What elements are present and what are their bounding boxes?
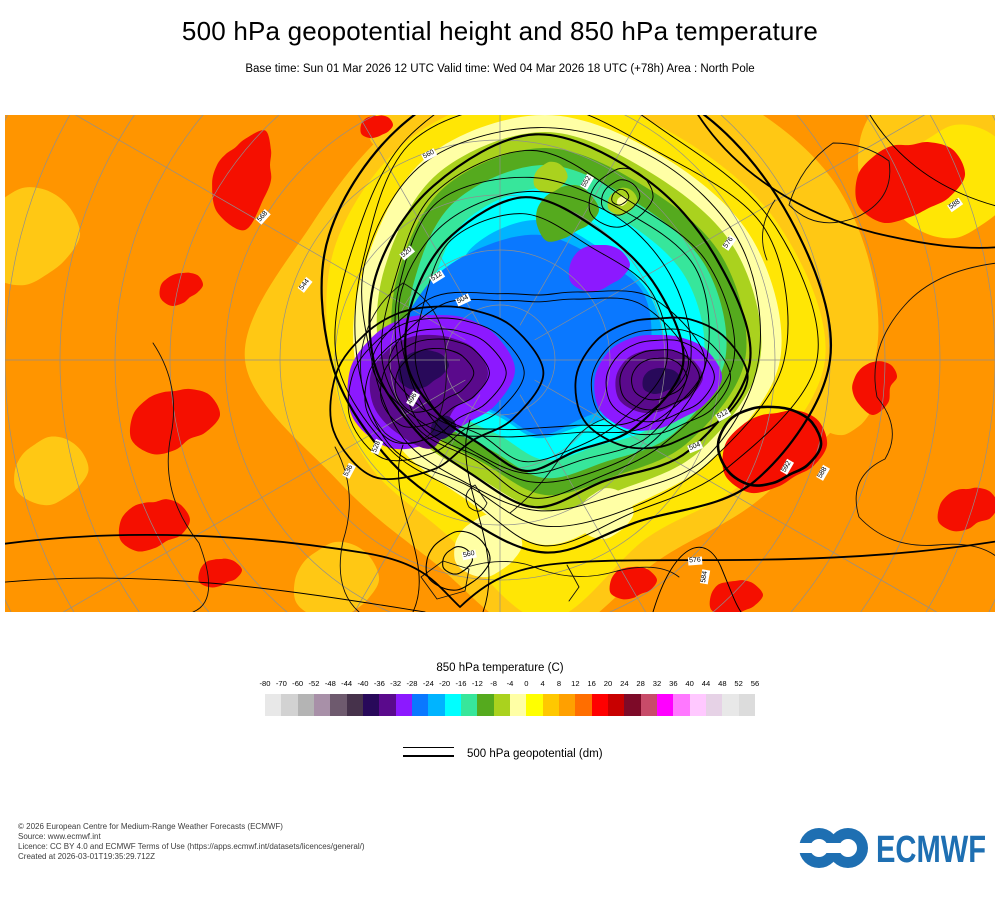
legend-color-cell	[673, 694, 690, 716]
legend-tick-label: 4	[540, 679, 545, 688]
legend-tick-label: -70	[275, 679, 287, 688]
legend-tick-label: 44	[701, 679, 711, 688]
legend-color-cell	[575, 694, 592, 716]
legend-tick-label: 40	[685, 679, 694, 688]
legend-tick-label: 32	[652, 679, 662, 688]
weather-map	[5, 115, 995, 612]
temperature-legend-ticks: -80 -70 -60 -52 -48 -44 -40 -36 -32 -28 -24 -20 -16-…	[260, 679, 760, 689]
legend-color-cell	[411, 694, 429, 716]
legend-tick-label: 0	[524, 679, 529, 688]
footer-source: Source: www.ecmwf.int	[18, 832, 101, 841]
legend-tick-label: 8	[556, 679, 562, 688]
page-title: 500 hPa geopotential height and 850 hPa …	[181, 16, 819, 46]
footer-created-at: Created at 2026-03-01T19:35:29.712Z	[18, 852, 155, 861]
base-valid-time-subtitle: Base time: Sun 01 Mar 2026 12 UTC Valid …	[245, 63, 755, 75]
legend-color-cell	[624, 694, 641, 716]
geopotential-thick-line-sample	[403, 755, 454, 757]
legend-tick-label: 52	[734, 679, 743, 688]
temperature-colorbar	[265, 694, 755, 716]
legend-tick-label: -24	[422, 679, 434, 688]
legend-color-cell	[640, 694, 657, 716]
legend-color-cell	[330, 694, 347, 716]
legend-tick-label: 16	[587, 679, 596, 688]
legend-tick-label: 28	[636, 679, 645, 688]
geopotential-legend-label: 500 hPa geopotential (dm)	[467, 748, 603, 760]
legend-color-cell	[493, 694, 510, 716]
footer-attribution: © 2026 European Centre for Medium-Range …	[18, 822, 365, 862]
legend-tick-label: 36	[669, 679, 678, 688]
map-area	[5, 115, 995, 612]
legend-color-cell	[591, 694, 608, 716]
logo-mark-left-slot	[795, 843, 819, 853]
legend-color-cell	[656, 694, 674, 716]
legend-color-cell	[477, 694, 494, 716]
legend-tick-label: -52	[308, 679, 320, 688]
legend-tick-label: 12	[571, 679, 580, 688]
legend-tick-label: 48	[718, 679, 727, 688]
legend-tick-label: 56	[750, 679, 760, 688]
ecmwf-logo: ECMWF	[795, 828, 986, 871]
legend-tick-label: -44	[341, 679, 353, 688]
legend-color-cell	[509, 694, 527, 716]
legend-tick-label: -32	[390, 679, 402, 688]
legend-color-cell	[379, 694, 396, 716]
legend-tick-label: -28	[406, 679, 418, 688]
legend-color-cell	[558, 694, 576, 716]
legend-color-cell	[281, 694, 298, 716]
legend-color-cell	[526, 694, 543, 716]
legend-color-cell	[395, 694, 412, 716]
legend-color-cell	[265, 694, 282, 716]
legend-color-cell	[362, 694, 380, 716]
legend-color-cell	[738, 694, 755, 716]
legend-tick-label: -80	[259, 679, 271, 688]
legend-color-cell	[542, 694, 559, 716]
logo-wordmark: ECMWF	[876, 829, 986, 871]
footer-licence: Licence: CC BY 4.0 and ECMWF Terms of Us…	[18, 842, 365, 851]
legend-tick-label: 24	[620, 679, 629, 688]
legend-tick-label: -60	[292, 679, 304, 688]
temperature-legend-title: 850 hPa temperature (C)	[436, 662, 564, 674]
legend-color-cell	[705, 694, 723, 716]
legend-tick-label: -16	[455, 679, 467, 688]
legend-color-cell	[689, 694, 706, 716]
legend-color-cell	[607, 694, 625, 716]
legend-color-cell	[444, 694, 461, 716]
legend-tick-label: -8	[490, 679, 498, 688]
legend-tick-label: -12	[471, 679, 483, 688]
logo-mark-right-slot	[825, 843, 848, 853]
legend-tick-label: -40	[357, 679, 369, 688]
legend-color-cell	[428, 694, 445, 716]
geopotential-thin-line-sample	[403, 747, 454, 748]
legend-tick-label: -48	[324, 679, 336, 688]
legend-color-cell	[722, 694, 739, 716]
legend-tick-label: -20	[439, 679, 451, 688]
legend-color-cell	[313, 694, 331, 716]
legend-tick-label: 20	[603, 679, 613, 688]
legend-tick-label: -4	[506, 679, 514, 688]
legend-color-cell	[346, 694, 363, 716]
legend-color-cell	[460, 694, 478, 716]
legend-tick-label: -36	[373, 679, 385, 688]
footer-copyright: © 2026 European Centre for Medium-Range …	[18, 822, 283, 831]
legend-color-cell	[297, 694, 314, 716]
